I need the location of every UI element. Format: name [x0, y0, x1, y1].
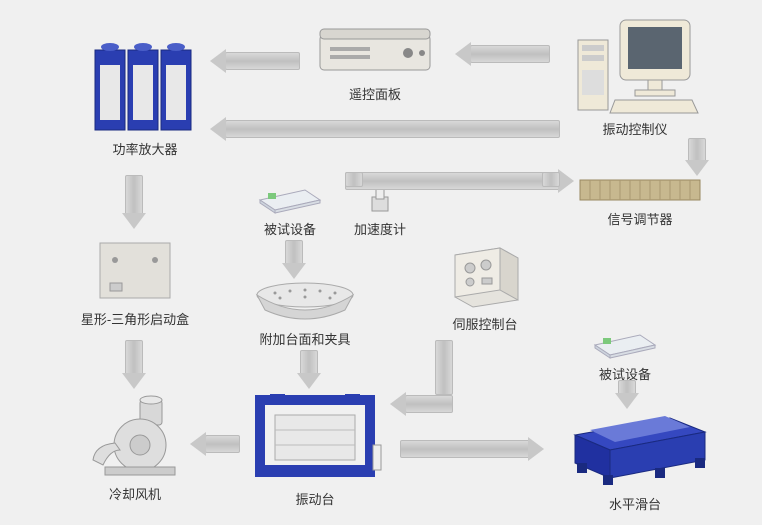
arrow-vc-to-rp-head — [455, 42, 471, 66]
node-shake-table: 振动台 — [245, 390, 385, 508]
accelerometer-label: 加速度计 — [340, 219, 420, 238]
node-slip-table: 水平滑台 — [555, 400, 715, 513]
arrow-sd-to-cf-head — [122, 373, 146, 389]
cooling-fan-icon — [85, 395, 185, 480]
shake-table-label: 振动台 — [245, 489, 385, 508]
node-fixture: 附加台面和夹具 — [250, 280, 360, 348]
fixture-label: 附加台面和夹具 — [250, 329, 360, 348]
arrow-vc-to-rp — [470, 45, 550, 63]
node-star-delta: 星形-三角形启动盒 — [75, 235, 195, 328]
power-amplifier-label: 功率放大器 — [90, 139, 200, 158]
arrow-acc-to-sc-head — [558, 169, 574, 193]
slip-table-label: 水平滑台 — [555, 494, 715, 513]
arrow-st-to-slt — [400, 440, 530, 458]
arrow-fix-to-st-head — [297, 373, 321, 389]
arrow-rp-to-pa — [225, 52, 300, 70]
servo-console-icon — [440, 240, 530, 310]
arrow-servo-head — [390, 392, 406, 416]
slip-table-icon — [555, 400, 715, 490]
node-vibration-controller: 振动控制仪 — [570, 15, 700, 138]
arrow-vc-to-pa-head — [210, 117, 226, 141]
signal-conditioner-label: 信号调节器 — [575, 209, 705, 228]
shake-table-icon — [245, 390, 385, 485]
dut1-icon — [250, 175, 330, 215]
arrow-vc-to-sc-head — [685, 160, 709, 176]
arrow-pa-to-sd — [125, 175, 143, 215]
arrow-vc-to-pa — [225, 120, 560, 138]
arrow-acc-stub1 — [345, 172, 363, 187]
arrow-dut1-to-fix-head — [282, 263, 306, 279]
signal-conditioner-icon — [575, 175, 705, 205]
node-dut2: 被试设备 — [585, 320, 665, 383]
servo-console-label: 伺服控制台 — [440, 314, 530, 333]
node-servo-console: 伺服控制台 — [440, 240, 530, 333]
arrow-dut1-to-fix — [285, 240, 303, 265]
star-delta-label: 星形-三角形启动盒 — [75, 309, 195, 328]
vibration-controller-label: 振动控制仪 — [570, 119, 700, 138]
arrow-dut2-to-slt-head — [615, 393, 639, 409]
remote-panel-icon — [310, 25, 440, 80]
arrow-pa-to-sd-head — [122, 213, 146, 229]
remote-panel-label: 遥控面板 — [310, 84, 440, 103]
node-signal-conditioner: 信号调节器 — [575, 175, 705, 228]
vibration-controller-icon — [570, 15, 700, 115]
arrow-acc-to-sc — [345, 172, 560, 190]
arrow-st-to-cf — [205, 435, 240, 453]
cooling-fan-label: 冷却风机 — [85, 484, 185, 503]
arrow-st-to-cf-head — [190, 432, 206, 456]
node-cooling-fan: 冷却风机 — [85, 395, 185, 503]
arrow-fix-to-st — [300, 350, 318, 375]
power-amplifier-icon — [90, 35, 200, 135]
arrow-servo-h — [405, 395, 453, 413]
node-power-amplifier: 功率放大器 — [90, 35, 200, 158]
arrow-st-to-slt-head — [528, 437, 544, 461]
node-dut1: 被试设备 — [250, 175, 330, 238]
dut2-icon — [585, 320, 665, 360]
node-accelerometer: 加速度计 — [340, 185, 420, 238]
arrow-sd-to-cf — [125, 340, 143, 375]
node-remote-panel: 遥控面板 — [310, 25, 440, 103]
fixture-icon — [250, 280, 360, 325]
arrow-rp-to-pa-head — [210, 49, 226, 73]
star-delta-icon — [85, 235, 185, 305]
arrow-acc-stub2 — [542, 172, 560, 187]
dut1-label: 被试设备 — [250, 219, 330, 238]
arrow-servo-v — [435, 340, 453, 395]
